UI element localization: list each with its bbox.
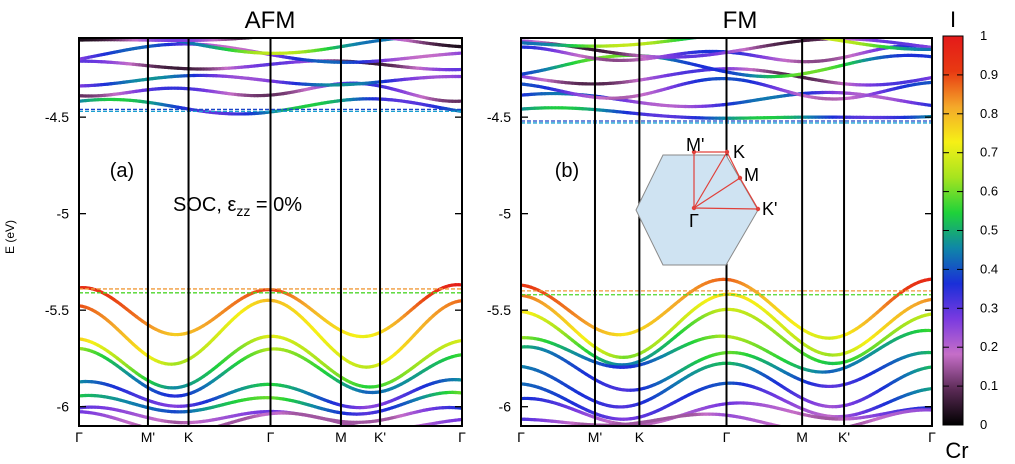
- colorbar-tick-label: 1: [980, 28, 987, 43]
- kpoint-label: K': [838, 429, 850, 445]
- colorbar: I 0 0.1 0.2 0.3 0.4 0.5 0.6 0.7 0.8 0.9 1 Cr: [942, 7, 998, 463]
- bz-edge-m-kprime: [739, 177, 759, 210]
- colorbar-label: Cr: [945, 438, 968, 463]
- kpoint-label: M': [588, 429, 602, 445]
- colorbar-tick-label: 0.9: [980, 67, 998, 82]
- bz-label-m: M: [744, 165, 759, 185]
- colorbar-title: I: [950, 7, 956, 32]
- colorbar-tick-label: 0.3: [980, 300, 998, 315]
- bz-vector-m: [693, 177, 741, 209]
- afm-soc-annotation: SOC, εzz = 0%: [173, 194, 302, 219]
- kpoint-label: Γ: [723, 429, 731, 445]
- colorbar-tick-label: 0: [980, 417, 987, 432]
- kpoint-label: M': [141, 429, 155, 445]
- panel-fm-title: FM: [723, 7, 758, 34]
- fm-k-labels: Γ M' K Γ M K' Γ: [517, 429, 936, 445]
- valence-band-segment: [203, 429, 206, 430]
- kpoint-label: Γ: [517, 429, 525, 445]
- colorbar-tick-label: 0.5: [980, 223, 998, 238]
- fm-y-ticks: -4.5 -5 -5.5 -6: [487, 109, 932, 415]
- kpoint-label: M: [335, 429, 347, 445]
- fm-panel-tag: (b): [555, 160, 579, 182]
- kpoint-label: M: [796, 429, 808, 445]
- y-axis-label: E (eV): [3, 220, 17, 254]
- y-tick-label: -4.5: [487, 109, 511, 125]
- bz-hexagon: [635, 154, 759, 266]
- afm-reference-lines: [79, 108, 462, 294]
- bz-label-gamma: Γ: [689, 211, 699, 231]
- valence-band-segment: [159, 431, 162, 432]
- y-tick-label: -5: [499, 206, 512, 222]
- colorbar-tick-label: 0.1: [980, 378, 998, 393]
- fm-kpoint-gridlines: [593, 38, 846, 426]
- y-tick-label: -5.5: [45, 302, 69, 318]
- y-tick-label: -6: [499, 399, 512, 415]
- fm-plot-frame: [520, 37, 933, 427]
- bz-vectors: [693, 151, 759, 210]
- bz-edge-k-m: [726, 151, 741, 179]
- valence-band-segment: [200, 430, 203, 431]
- valence-band-segment: [213, 425, 218, 426]
- y-tick-label: -4.5: [45, 109, 69, 125]
- y-tick-label: -5.5: [487, 302, 511, 318]
- valence-band-segment: [210, 428, 213, 429]
- valence-band-segment: [844, 425, 848, 426]
- valence-band-segment: [792, 429, 795, 430]
- afm-plot-frame: [78, 37, 463, 427]
- kpoint-label: K: [635, 429, 645, 445]
- valence-band-segment: [207, 429, 210, 430]
- valence-band-segment: [156, 430, 159, 431]
- kpoint-label: Γ: [75, 429, 83, 445]
- y-tick-label: -5: [57, 206, 70, 222]
- kpoint-label: Γ: [267, 429, 275, 445]
- kpoint-label: K': [374, 429, 386, 445]
- panel-afm: AFM -4.5 -5 -5.5 -6 Γ M' K Γ M K' Γ (a) SOC, εzz …: [45, 7, 466, 445]
- valence-band-segment: [788, 428, 791, 429]
- kpoint-label: K: [184, 429, 194, 445]
- afm-band-lines: [79, 38, 462, 432]
- y-tick-label: -6: [57, 399, 70, 415]
- colorbar-tick-label: 0.8: [980, 106, 998, 121]
- colorbar-tick-label: 0.7: [980, 145, 998, 160]
- afm-soc-tail: = 0%: [250, 194, 302, 216]
- afm-y-ticks: -4.5 -5 -5.5 -6: [45, 109, 462, 415]
- fm-band-lines: [521, 38, 932, 430]
- kpoint-label: Γ: [458, 429, 466, 445]
- bz-vector-k-prime: [693, 207, 759, 210]
- panel-fm: FM -4.5-5-5.5-6 Γ M' K Γ M K' Γ (b): [487, 7, 936, 445]
- afm-k-labels: Γ M' K Γ M K' Γ: [75, 429, 466, 445]
- colorbar-ticks: 0 0.1 0.2 0.3 0.4 0.5 0.6 0.7 0.8 0.9 1: [943, 28, 998, 432]
- afm-kpoint-gridlines: [146, 38, 382, 426]
- panel-afm-title: AFM: [245, 7, 296, 34]
- kpoint-label: Γ: [928, 429, 936, 445]
- bz-arrowheads: [691, 149, 761, 212]
- bz-label-k-prime: K': [762, 199, 777, 219]
- colorbar-tick-label: 0.2: [980, 339, 998, 354]
- brillouin-zone-inset: M' K M Γ K': [635, 135, 777, 266]
- valence-band-segment: [197, 431, 200, 432]
- afm-soc-sub: zz: [236, 203, 250, 219]
- colorbar-tick-label: 0.4: [980, 261, 998, 276]
- bz-label-k: K: [733, 142, 745, 162]
- afm-soc-main: SOC, ε: [173, 194, 236, 216]
- bz-vector-k: [693, 151, 728, 209]
- valence-band-segment: [783, 425, 786, 426]
- afm-panel-tag: (a): [110, 160, 134, 182]
- colorbar-tick-label: 0.6: [980, 184, 998, 199]
- bz-label-m-prime: M': [686, 135, 704, 155]
